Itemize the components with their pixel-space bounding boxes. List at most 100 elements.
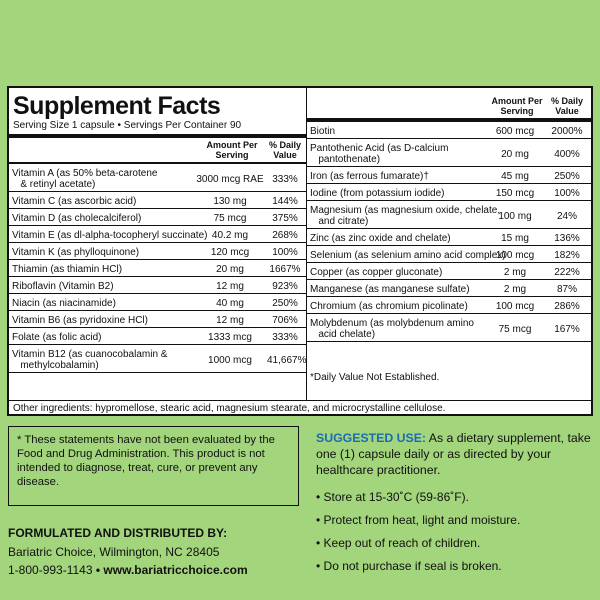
nutrient-row: Folate (as folic acid) 1333 mcg 333% — [9, 330, 306, 345]
nutrient-dv: 87% — [556, 284, 577, 295]
other-ingredients: Other ingredients: hypromellose, stearic… — [9, 400, 591, 416]
nutrient-name: Magnesium (as magnesium oxide, chelate, … — [310, 205, 501, 227]
nutrient-dv: 41,667% — [267, 354, 307, 366]
header-rule — [9, 162, 306, 164]
nutrient-dv: 268% — [272, 230, 298, 241]
nutrient-row: Vitamin C (as ascorbic acid) 130 mg 144% — [9, 194, 306, 209]
nutrient-amount: 40 mg — [216, 298, 244, 309]
nutrient-name: Iron (as ferrous fumarate)† — [310, 171, 429, 182]
nutrient-amount: 75 mcg — [213, 213, 247, 224]
nutrient-name: Molybdenum (as molybdenum amino acid che… — [310, 318, 474, 340]
supplement-facts-panel: Supplement Facts Serving Size 1 capsule … — [7, 86, 593, 416]
nutrient-amount: 2 mg — [503, 267, 527, 278]
nutrient-row: Pantothenic Acid (as D-calcium pantothen… — [307, 141, 591, 167]
nutrient-name: Thiamin (as thiamin HCl) — [12, 264, 123, 275]
nutrient-row: Molybdenum (as molybdenum amino acid che… — [307, 316, 591, 342]
nutrient-row: Manganese (as manganese sulfate) 2 mg 87% — [307, 282, 591, 297]
nutrient-name: Manganese (as manganese sulfate) — [310, 284, 470, 295]
nutrient-row: Vitamin D (as cholecalciferol) 75 mcg 375% — [9, 211, 306, 226]
nutrient-dv: 286% — [554, 301, 580, 312]
nutrient-name: Vitamin B12 (as cuanocobalamin & methylc… — [12, 349, 168, 371]
dv-header: % Daily Value — [268, 140, 301, 160]
nutrient-dv: 250% — [554, 171, 580, 182]
nutrient-dv: 24% — [556, 210, 577, 222]
nutrient-row: Vitamin E (as dl-alpha-tocopheryl succin… — [9, 228, 306, 243]
phone-number: 1-800-993-1143 — [8, 563, 93, 577]
bullet-item: • Store at 15-30˚C (59-86˚F). — [316, 490, 469, 504]
nutrient-name: Vitamin A (as 50% beta-carotene & retiny… — [12, 168, 158, 190]
nutrient-row: Vitamin A (as 50% beta-carotene & retiny… — [9, 166, 306, 192]
panel-title: Supplement Facts — [13, 92, 221, 120]
nutrient-row: Iron (as ferrous fumarate)† 45 mg 250% — [307, 169, 591, 184]
nutrient-name: Biotin — [310, 126, 336, 137]
nutrient-dv: 706% — [272, 315, 298, 326]
nutrient-row: Copper (as copper gluconate) 2 mg 222% — [307, 265, 591, 280]
nutrient-name: Vitamin C (as ascorbic acid) — [12, 196, 137, 207]
nutrient-dv: 136% — [554, 233, 580, 244]
nutrient-row: Zinc (as zinc oxide and chelate) 15 mg 136… — [307, 231, 591, 246]
nutrient-dv: 250% — [272, 298, 298, 309]
nutrient-row: Magnesium (as magnesium oxide, chelate, … — [307, 203, 591, 229]
suggested-use-label: SUGGESTED USE: — [316, 431, 427, 445]
nutrient-dv: 100% — [554, 188, 580, 199]
nutrient-amount: 100 mcg — [495, 250, 535, 261]
nutrient-name: Folate (as folic acid) — [12, 332, 102, 343]
formulated-heading: FORMULATED AND DISTRIBUTED BY: — [8, 526, 228, 540]
dv-note: *Daily Value Not Established. — [310, 372, 440, 383]
nutrient-name: Vitamin B6 (as pyridoxine HCl) — [12, 315, 148, 326]
fda-disclaimer: * These statements have not been evaluat… — [8, 426, 299, 506]
bullet-item: • Protect from heat, light and moisture. — [316, 513, 521, 527]
nutrient-dv: 144% — [272, 196, 298, 207]
nutrient-row: Niacin (as niacinamide) 40 mg 250% — [9, 296, 306, 311]
nutrient-name: Vitamin E (as dl-alpha-tocopheryl succin… — [12, 230, 208, 241]
dv-header-right: % Daily Value — [550, 96, 583, 116]
nutrient-amount: 150 mcg — [495, 188, 535, 199]
company-address: Bariatric Choice, Wilmington, NC 28405 — [8, 545, 220, 559]
suggested-use-text: As a dietary supplement, take one (1) ca… — [316, 431, 591, 477]
nutrient-amount: 2 mg — [503, 284, 527, 295]
nutrient-amount: 3000 mcg RAE — [196, 173, 264, 185]
nutrient-row: Chromium (as chromium picolinate) 100 mcg… — [307, 299, 591, 314]
nutrient-name: Chromium (as chromium picolinate) — [310, 301, 468, 312]
nutrient-name: Selenium (as selenium amino acid complex… — [310, 250, 506, 261]
left-column: Supplement Facts Serving Size 1 capsule … — [9, 88, 307, 400]
nutrient-dv: 2000% — [551, 126, 583, 137]
nutrient-dv: 182% — [554, 250, 580, 261]
nutrient-name: Zinc (as zinc oxide and chelate) — [310, 233, 451, 244]
bullet-item: • Do not purchase if seal is broken. — [316, 559, 502, 573]
nutrient-amount: 1000 mcg — [208, 354, 252, 366]
nutrient-name: Iodine (from potassium iodide) — [310, 188, 445, 199]
nutrient-amount: 40.2 mg — [211, 230, 249, 241]
nutrient-row: Iodine (from potassium iodide) 150 mcg 100… — [307, 186, 591, 201]
nutrient-dv: 100% — [272, 247, 298, 258]
nutrient-amount: 600 mcg — [495, 126, 535, 137]
amount-header-right: Amount Per Serving — [491, 96, 543, 116]
nutrient-dv: 333% — [272, 332, 298, 343]
nutrient-amount: 1333 mcg — [208, 332, 252, 343]
nutrient-name: Riboflavin (Vitamin B2) — [12, 281, 114, 292]
bullet-item: • Keep out of reach of children. — [316, 536, 481, 550]
nutrient-name: Pantothenic Acid (as D-calcium pantothen… — [310, 143, 449, 165]
thick-rule — [9, 134, 306, 138]
nutrient-amount: 45 mg — [501, 171, 529, 182]
amount-header: Amount Per Serving — [206, 140, 258, 160]
nutrient-dv: 167% — [554, 323, 580, 335]
nutrient-name: Vitamin K (as phylloquinone) — [12, 247, 140, 258]
nutrient-amount: 75 mcg — [498, 323, 532, 335]
nutrient-amount: 20 mg — [216, 264, 244, 275]
nutrient-dv: 375% — [272, 213, 298, 224]
website-link[interactable]: • www.bariatricchoice.com — [95, 563, 248, 577]
contact-line: 1-800-993-1143 • www.bariatricchoice.com — [8, 563, 248, 577]
nutrient-amount: 100 mcg — [495, 301, 535, 312]
nutrient-row: Vitamin B12 (as cuanocobalamin & methylc… — [9, 347, 306, 373]
nutrient-dv: 923% — [272, 281, 298, 292]
nutrient-dv: 333% — [272, 173, 298, 185]
nutrient-row: Thiamin (as thiamin HCl) 20 mg 1667% — [9, 262, 306, 277]
nutrient-name: Copper (as copper gluconate) — [310, 267, 443, 278]
nutrient-amount: 20 mg — [501, 148, 529, 160]
nutrient-amount: 15 mg — [501, 233, 529, 244]
nutrient-row: Selenium (as selenium amino acid complex… — [307, 248, 591, 263]
nutrient-amount: 120 mcg — [210, 247, 250, 258]
storage-bullets: • Store at 15-30˚C (59-86˚F). • Protect … — [316, 490, 520, 582]
nutrient-amount: 12 mg — [216, 315, 244, 326]
